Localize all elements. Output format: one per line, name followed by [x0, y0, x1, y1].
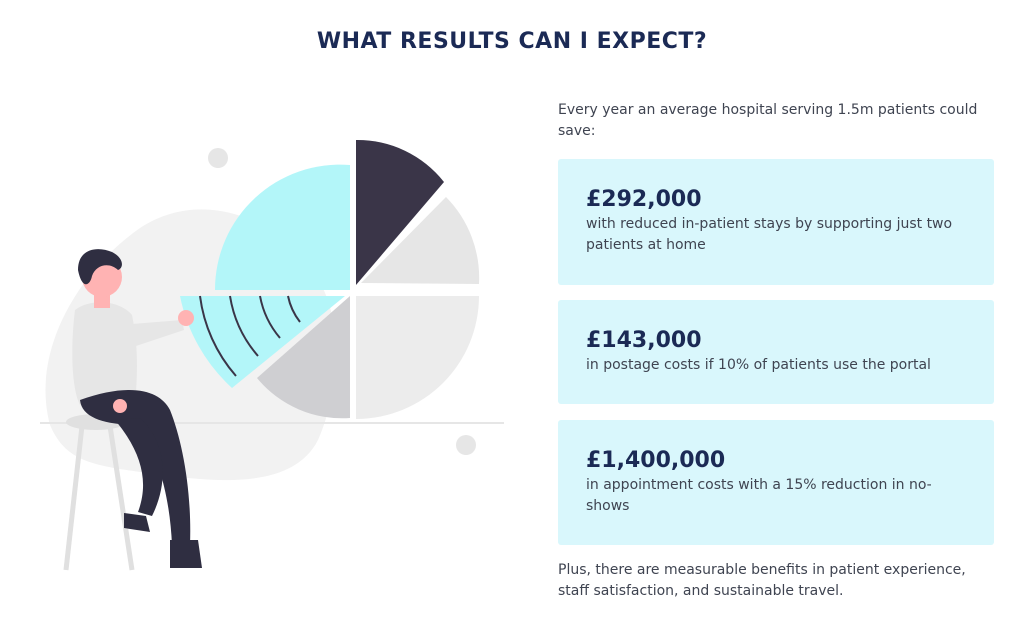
person-hair [78, 249, 122, 285]
person-hand [113, 399, 127, 413]
person-foot [124, 513, 150, 532]
intro-text: Every year an average hospital serving 1… [558, 102, 978, 139]
outro-text: Plus, there are measurable benefits in p… [558, 562, 966, 599]
saving-amount: £292,000 [586, 187, 702, 212]
saving-card: £1,400,000 in appointment costs with a 1… [558, 420, 994, 545]
wedge-arc [229, 295, 259, 357]
page-title: WHAT RESULTS CAN I EXPECT? [316, 28, 708, 54]
results-panel: Every year an average hospital serving 1… [558, 0, 994, 636]
wedge-arc [199, 295, 237, 377]
person-torso [72, 302, 137, 405]
pie-wedge [257, 296, 350, 419]
person-with-pie-chart-illustration [40, 139, 504, 571]
saving-amount: £1,400,000 [586, 448, 726, 473]
wedge-arc [287, 295, 301, 323]
stool-leg [107, 425, 135, 571]
saving-description: with reduced in-patient stays by support… [586, 216, 953, 253]
person-foot [170, 540, 202, 568]
pie-wedge [356, 139, 444, 285]
person-hand [178, 310, 194, 326]
person-lower-leg [115, 418, 163, 516]
decor-dot [208, 148, 228, 168]
stool-leg [63, 425, 85, 571]
saving-card: £292,000 with reduced in-patient stays b… [558, 159, 994, 285]
saving-description: in postage costs if 10% of patients use … [586, 357, 931, 373]
pie-wedge [361, 197, 480, 284]
saving-description: in appointment costs with a 15% reductio… [586, 477, 932, 514]
person-arm [120, 320, 184, 348]
person-legs [80, 389, 191, 545]
saving-card: £143,000 in postage costs if 10% of pati… [558, 300, 994, 404]
pie-wedge [214, 164, 350, 290]
pie-wedge [356, 296, 479, 419]
wedge-arc [259, 295, 281, 339]
decor-dot [456, 435, 476, 455]
pie-wedge [180, 296, 345, 388]
saving-amount: £143,000 [586, 328, 702, 353]
